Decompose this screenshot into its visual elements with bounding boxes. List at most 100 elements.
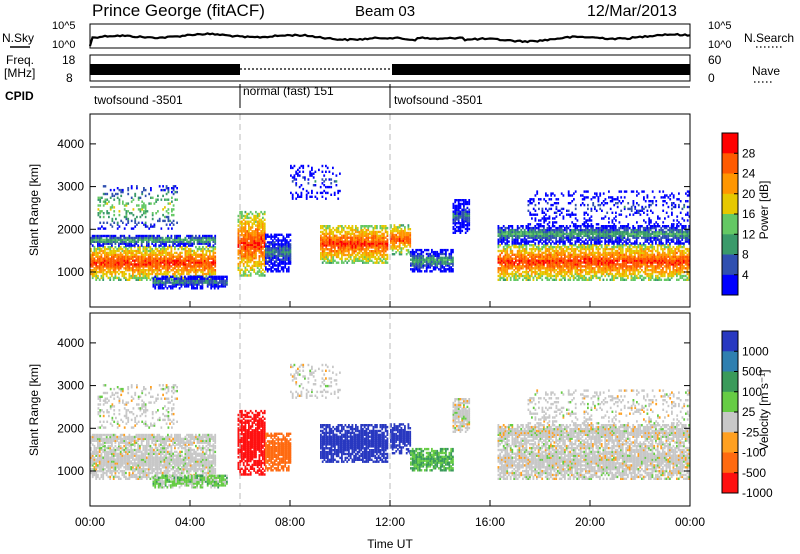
power-cell <box>139 245 141 249</box>
power-cell <box>166 277 169 280</box>
power-cell <box>328 178 331 181</box>
power-cell <box>147 242 150 245</box>
power-cell <box>137 245 140 249</box>
power-cell <box>383 251 385 255</box>
power-cell <box>637 249 640 253</box>
power-cell <box>205 234 208 238</box>
power-cell <box>137 244 140 247</box>
power-cell <box>100 240 103 243</box>
power-cell <box>187 275 190 278</box>
power-cell <box>98 270 101 274</box>
power-cell <box>95 249 98 253</box>
power-cell <box>410 250 412 254</box>
power-cell <box>168 270 171 274</box>
power-cell <box>391 253 394 256</box>
power-cell <box>249 241 252 245</box>
power-cell <box>365 246 368 249</box>
power-cell <box>137 249 140 253</box>
power-cell <box>398 251 401 254</box>
power-cell <box>265 235 267 238</box>
power-cell <box>628 265 631 268</box>
power-cell <box>151 253 154 256</box>
power-cell <box>341 253 343 257</box>
power-cell <box>277 252 280 256</box>
power-cell <box>125 255 127 258</box>
power-cell <box>212 257 215 260</box>
power-cell <box>174 185 177 188</box>
power-cell <box>153 269 155 272</box>
power-cell <box>241 228 243 231</box>
power-cell <box>175 281 177 284</box>
power-cell <box>158 219 161 223</box>
power-cell <box>381 261 384 264</box>
power-cell <box>241 268 243 271</box>
power-cell <box>148 192 151 196</box>
power-cell <box>171 287 174 290</box>
power-cell <box>255 249 257 252</box>
power-cell <box>356 259 359 262</box>
power-cell <box>282 270 285 273</box>
power-cell <box>284 260 287 263</box>
power-cell <box>116 253 119 256</box>
power-cell <box>123 204 126 207</box>
power-cell <box>160 261 162 264</box>
power-cell <box>144 188 147 192</box>
power-cell <box>196 269 199 272</box>
power-cell <box>335 250 338 253</box>
power-cell <box>147 265 150 268</box>
power-cell <box>348 259 350 262</box>
power-cell <box>282 260 285 263</box>
power-cell <box>180 283 183 286</box>
power-cell <box>147 245 150 249</box>
power-cell <box>93 240 96 243</box>
power-cell <box>102 267 105 270</box>
power-cell <box>164 285 167 288</box>
power-cell <box>328 253 331 257</box>
power-cell <box>256 262 259 266</box>
power-cell <box>272 247 274 250</box>
power-cell <box>290 166 292 170</box>
power-cell <box>237 237 240 241</box>
power-cell <box>237 239 240 243</box>
power-cell <box>263 243 266 246</box>
power-cell <box>593 267 596 270</box>
power-cell <box>333 191 336 195</box>
power-cell <box>195 259 197 262</box>
power-cell <box>557 249 559 253</box>
power-cell <box>273 262 276 265</box>
power-cell <box>241 212 243 216</box>
power-cell <box>341 225 343 228</box>
power-cell <box>143 206 145 209</box>
power-cell <box>248 270 250 273</box>
power-cell <box>295 178 298 181</box>
power-cell <box>175 283 177 286</box>
power-cell <box>181 245 183 249</box>
power-cell <box>165 263 167 266</box>
power-cell <box>174 267 176 270</box>
power-cell <box>349 246 352 249</box>
power-cell <box>123 267 126 270</box>
power-cell <box>255 272 257 275</box>
power-cell <box>325 246 328 249</box>
power-cell <box>142 255 145 258</box>
power-cell <box>112 276 115 280</box>
power-cell <box>170 255 173 258</box>
power-cell <box>224 283 227 286</box>
power-cell <box>169 223 171 226</box>
power-cell <box>198 263 201 266</box>
power-cell <box>351 250 354 253</box>
power-cell <box>144 257 147 260</box>
power-cell <box>207 234 210 238</box>
power-cell <box>337 261 340 264</box>
power-cell <box>151 217 154 221</box>
power-cell <box>280 262 283 265</box>
power-cell <box>164 215 166 219</box>
power-cell <box>95 238 98 242</box>
power-cell <box>244 222 247 225</box>
power-cell <box>400 228 403 231</box>
power-cell <box>501 257 503 260</box>
power-cell <box>185 285 188 288</box>
power-cell <box>210 236 213 240</box>
power-cell <box>358 248 361 251</box>
power-cell <box>377 240 380 243</box>
